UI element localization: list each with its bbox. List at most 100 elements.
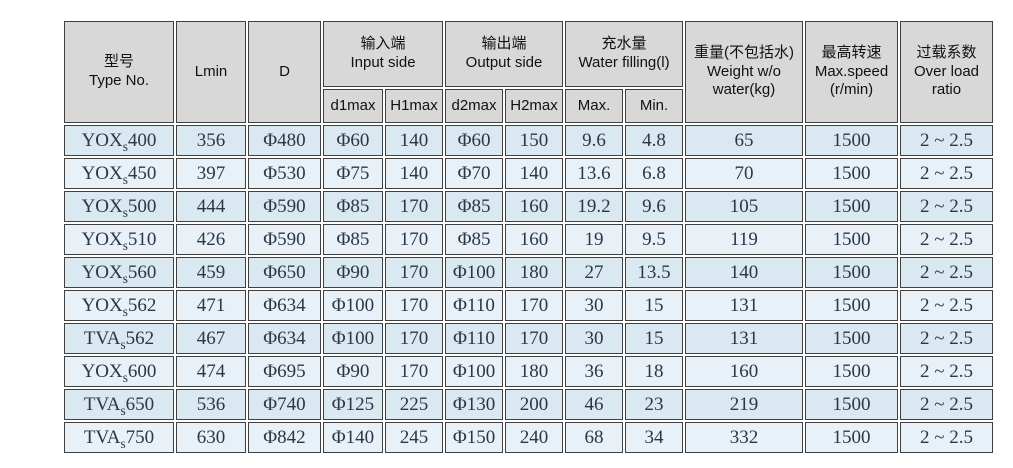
value-cell: 2 ~ 2.5 xyxy=(900,224,994,255)
value-cell: 13.5 xyxy=(625,257,684,288)
col-header-output-side: 输出端 Output side xyxy=(445,21,564,87)
value-cell: Φ634 xyxy=(248,323,321,354)
type-no-cell: YOXs510 xyxy=(64,224,174,255)
value-cell: 2 ~ 2.5 xyxy=(900,422,994,453)
value-cell: 131 xyxy=(685,290,804,321)
table-row: YOXs510 426 Φ590 Φ85 170 Φ85 160 19 9.5 119 1500 2 … xyxy=(64,224,994,255)
value-cell: 160 xyxy=(505,224,564,255)
value-cell: 1500 xyxy=(805,158,899,189)
col-subheader-d2max: d2max xyxy=(445,89,504,123)
col-header-water-cn: 充水量 xyxy=(601,35,647,53)
value-cell: 2 ~ 2.5 xyxy=(900,191,994,222)
value-cell: Φ130 xyxy=(445,389,504,420)
value-cell: 2 ~ 2.5 xyxy=(900,323,994,354)
value-cell: 170 xyxy=(385,290,444,321)
value-cell: Φ110 xyxy=(445,323,504,354)
value-cell: Φ70 xyxy=(445,158,504,189)
value-cell: Φ125 xyxy=(323,389,383,420)
col-header-weight-cn: 重量(不包括水) xyxy=(694,43,795,61)
value-cell: 23 xyxy=(625,389,684,420)
type-no-cell: TVAs562 xyxy=(64,323,174,354)
type-no-cell: TVAs650 xyxy=(64,389,174,420)
col-header-output-cn: 输出端 xyxy=(481,35,527,53)
value-cell: 34 xyxy=(625,422,684,453)
value-cell: Φ590 xyxy=(248,224,321,255)
type-no-cell: TVAs750 xyxy=(64,422,174,453)
value-cell: Φ85 xyxy=(445,224,504,255)
value-cell: 180 xyxy=(505,356,564,387)
value-cell: 2 ~ 2.5 xyxy=(900,158,994,189)
table-row: YOXs500 444 Φ590 Φ85 170 Φ85 160 19.2 9.6 105 1500… xyxy=(64,191,994,222)
value-cell: 140 xyxy=(685,257,804,288)
value-cell: 170 xyxy=(505,290,564,321)
value-cell: 245 xyxy=(385,422,444,453)
type-no-cell: YOXs560 xyxy=(64,257,174,288)
table-header: 型号 Type No. Lmin D 输入端 Input side 输出端 Ou… xyxy=(64,21,994,123)
value-cell: 426 xyxy=(176,224,246,255)
value-cell: 170 xyxy=(505,323,564,354)
value-cell: 180 xyxy=(505,257,564,288)
value-cell: Φ100 xyxy=(323,323,383,354)
value-cell: 13.6 xyxy=(565,158,624,189)
value-cell: 70 xyxy=(685,158,804,189)
value-cell: 200 xyxy=(505,389,564,420)
value-cell: Φ110 xyxy=(445,290,504,321)
value-cell: 1500 xyxy=(805,125,899,156)
value-cell: 46 xyxy=(565,389,624,420)
value-cell: Φ150 xyxy=(445,422,504,453)
value-cell: 27 xyxy=(565,257,624,288)
value-cell: 9.6 xyxy=(565,125,624,156)
value-cell: 2 ~ 2.5 xyxy=(900,125,994,156)
value-cell: 4.8 xyxy=(625,125,684,156)
value-cell: Φ60 xyxy=(445,125,504,156)
value-cell: 474 xyxy=(176,356,246,387)
value-cell: Φ90 xyxy=(323,356,383,387)
col-header-input-side: 输入端 Input side xyxy=(323,21,444,87)
value-cell: 170 xyxy=(385,323,444,354)
value-cell: 9.6 xyxy=(625,191,684,222)
value-cell: 536 xyxy=(176,389,246,420)
product-spec-table: 型号 Type No. Lmin D 输入端 Input side 输出端 Ou… xyxy=(62,19,996,455)
value-cell: 15 xyxy=(625,290,684,321)
col-subheader-max: Max. xyxy=(565,89,624,123)
col-header-water-en: Water filling(l) xyxy=(578,54,670,71)
value-cell: 1500 xyxy=(805,323,899,354)
col-header-input-en: Input side xyxy=(350,54,416,71)
value-cell: 356 xyxy=(176,125,246,156)
col-header-type-en: Type No. xyxy=(88,72,150,89)
col-header-max-speed: 最高转速 Max.speed (r/min) xyxy=(805,21,899,123)
value-cell: 68 xyxy=(565,422,624,453)
value-cell: Φ140 xyxy=(323,422,383,453)
col-header-speed-en1: Max.speed xyxy=(814,62,889,80)
type-no-cell: YOXs450 xyxy=(64,158,174,189)
value-cell: 19 xyxy=(565,224,624,255)
value-cell: 170 xyxy=(385,224,444,255)
col-header-overload-en1: Over load xyxy=(913,62,980,80)
value-cell: 150 xyxy=(505,125,564,156)
value-cell: 1500 xyxy=(805,422,899,453)
col-header-speed-cn: 最高转速 xyxy=(821,43,882,61)
value-cell: 1500 xyxy=(805,389,899,420)
table-row: YOXs400 356 Φ480 Φ60 140 Φ60 150 9.6 4.8 65 1500 2 … xyxy=(64,125,994,156)
value-cell: 18 xyxy=(625,356,684,387)
col-subheader-d1max: d1max xyxy=(323,89,383,123)
value-cell: Φ530 xyxy=(248,158,321,189)
col-header-type: 型号 Type No. xyxy=(64,21,174,123)
value-cell: 140 xyxy=(385,125,444,156)
value-cell: 19.2 xyxy=(565,191,624,222)
table-row: YOXs600 474 Φ695 Φ90 170 Φ100 180 36 18 160 1500 2 … xyxy=(64,356,994,387)
col-header-input-cn: 输入端 xyxy=(360,35,406,53)
value-cell: 467 xyxy=(176,323,246,354)
value-cell: 160 xyxy=(685,356,804,387)
value-cell: Φ85 xyxy=(323,191,383,222)
value-cell: Φ85 xyxy=(445,191,504,222)
value-cell: 471 xyxy=(176,290,246,321)
product-spec-table-wrap: 型号 Type No. Lmin D 输入端 Input side 输出端 Ou… xyxy=(62,19,996,455)
table-row: TVAs562 467 Φ634 Φ100 170 Φ110 170 30 15 131 1500 2… xyxy=(64,323,994,354)
col-header-lmin: Lmin xyxy=(176,21,246,123)
value-cell: 131 xyxy=(685,323,804,354)
value-cell: 2 ~ 2.5 xyxy=(900,290,994,321)
table-body: YOXs400 356 Φ480 Φ60 140 Φ60 150 9.6 4.8 65 1500 2 … xyxy=(64,125,994,453)
value-cell: 36 xyxy=(565,356,624,387)
value-cell: Φ100 xyxy=(323,290,383,321)
